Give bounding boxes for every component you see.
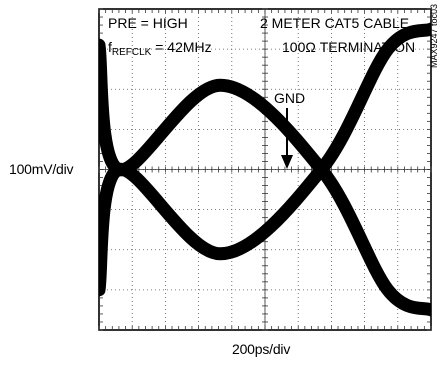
eye-traces — [99, 22, 431, 317]
x-scale-label: 200ps/div — [232, 341, 291, 357]
y-scale-label: 100mV/div — [9, 161, 74, 177]
cable-annotation: 2 METER CAT5 CABLE — [260, 15, 409, 31]
gnd-label: GND — [274, 90, 305, 106]
termination-annotation: 100Ω TERMINATION — [282, 39, 415, 55]
refclk-annotation: fREFCLK = 42MHz — [108, 39, 212, 58]
eye-trace-1 — [99, 38, 431, 317]
gnd-arrow-head — [281, 155, 293, 169]
eye-trace-group — [99, 22, 431, 317]
pre-annotation: PRE = HIGH — [108, 15, 188, 31]
figure-id: MAX9247 toc03 — [429, 4, 439, 68]
eye-trace-2 — [99, 22, 431, 297]
